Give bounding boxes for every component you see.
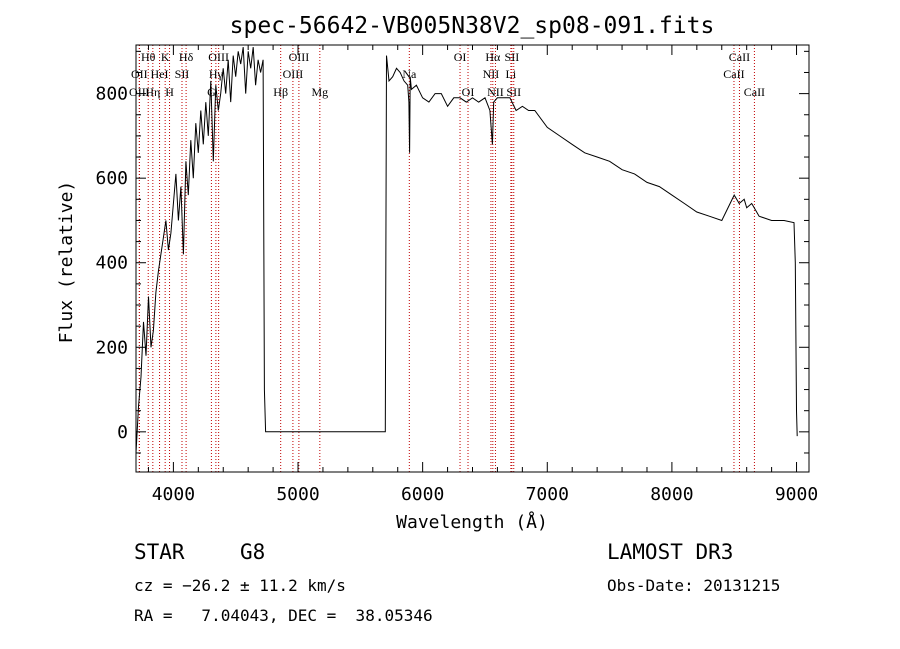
marker-label: Hβ [273, 85, 288, 99]
marker-label: Li [506, 67, 517, 81]
y-tick-label: 600 [95, 168, 128, 189]
marker-label: Hγ [209, 67, 224, 81]
marker-label: Na [402, 67, 417, 81]
y-axis-ticks: 0 200 400 600 800 [95, 50, 809, 454]
marker-label: OIII [283, 67, 304, 81]
marker-label: NII [487, 85, 504, 99]
marker-label: NII [483, 67, 500, 81]
marker-label: CaII [723, 67, 744, 81]
x-tick-label: 5000 [276, 484, 319, 505]
marker-label: SII [506, 85, 521, 99]
marker-label: OII [131, 67, 148, 81]
y-tick-label: 800 [95, 84, 128, 105]
redshift-cz: cz = −26.2 ± 11.2 km/s [134, 576, 346, 595]
x-tick-label: 8000 [650, 484, 693, 505]
y-tick-label: 400 [95, 253, 128, 274]
x-tick-label: 6000 [401, 484, 444, 505]
marker-label: HeI [151, 67, 169, 81]
marker-label: OIII [208, 50, 229, 64]
marker-label: Hθ [141, 50, 156, 64]
spectrum-line [135, 47, 798, 454]
object-class: STAR [134, 540, 185, 564]
coordinates: RA = 7.04043, DEC = 38.05346 [134, 606, 433, 625]
marker-label: Hδ [179, 50, 194, 64]
subclass: G8 [240, 540, 266, 564]
y-tick-label: 200 [95, 337, 128, 358]
marker-label: K [161, 50, 170, 64]
marker-label: OIII [289, 50, 310, 64]
marker-label: OIII [129, 85, 150, 99]
obs-date: Obs-Date: 20131215 [607, 576, 781, 595]
marker-label: Hη [145, 85, 160, 99]
x-axis-ticks: 4000 5000 6000 7000 8000 9000 [147, 45, 818, 505]
marker-label: OI [462, 85, 475, 99]
y-tick-label: 0 [117, 422, 128, 443]
marker-label: CaII [744, 85, 765, 99]
plot-frame [135, 44, 810, 473]
x-tick-label: 9000 [775, 484, 818, 505]
x-tick-label: 7000 [526, 484, 569, 505]
marker-label: Mg [311, 85, 328, 99]
spectral-line-markers [138, 45, 755, 472]
marker-label: SII [175, 67, 190, 81]
marker-label: Hα [485, 50, 501, 64]
x-axis-label: Wavelength (Å) [396, 511, 548, 533]
marker-label: H [165, 85, 174, 99]
marker-label: SII [505, 50, 520, 64]
survey-name: LAMOST DR3 [607, 540, 734, 564]
marker-label: OI [454, 50, 467, 64]
y-axis-label: Flux (relative) [56, 181, 77, 344]
x-tick-label: 4000 [152, 484, 195, 505]
chart-title: spec-56642-VB005N38V2_sp08-091.fits [230, 13, 715, 39]
marker-label: CaII [729, 50, 750, 64]
